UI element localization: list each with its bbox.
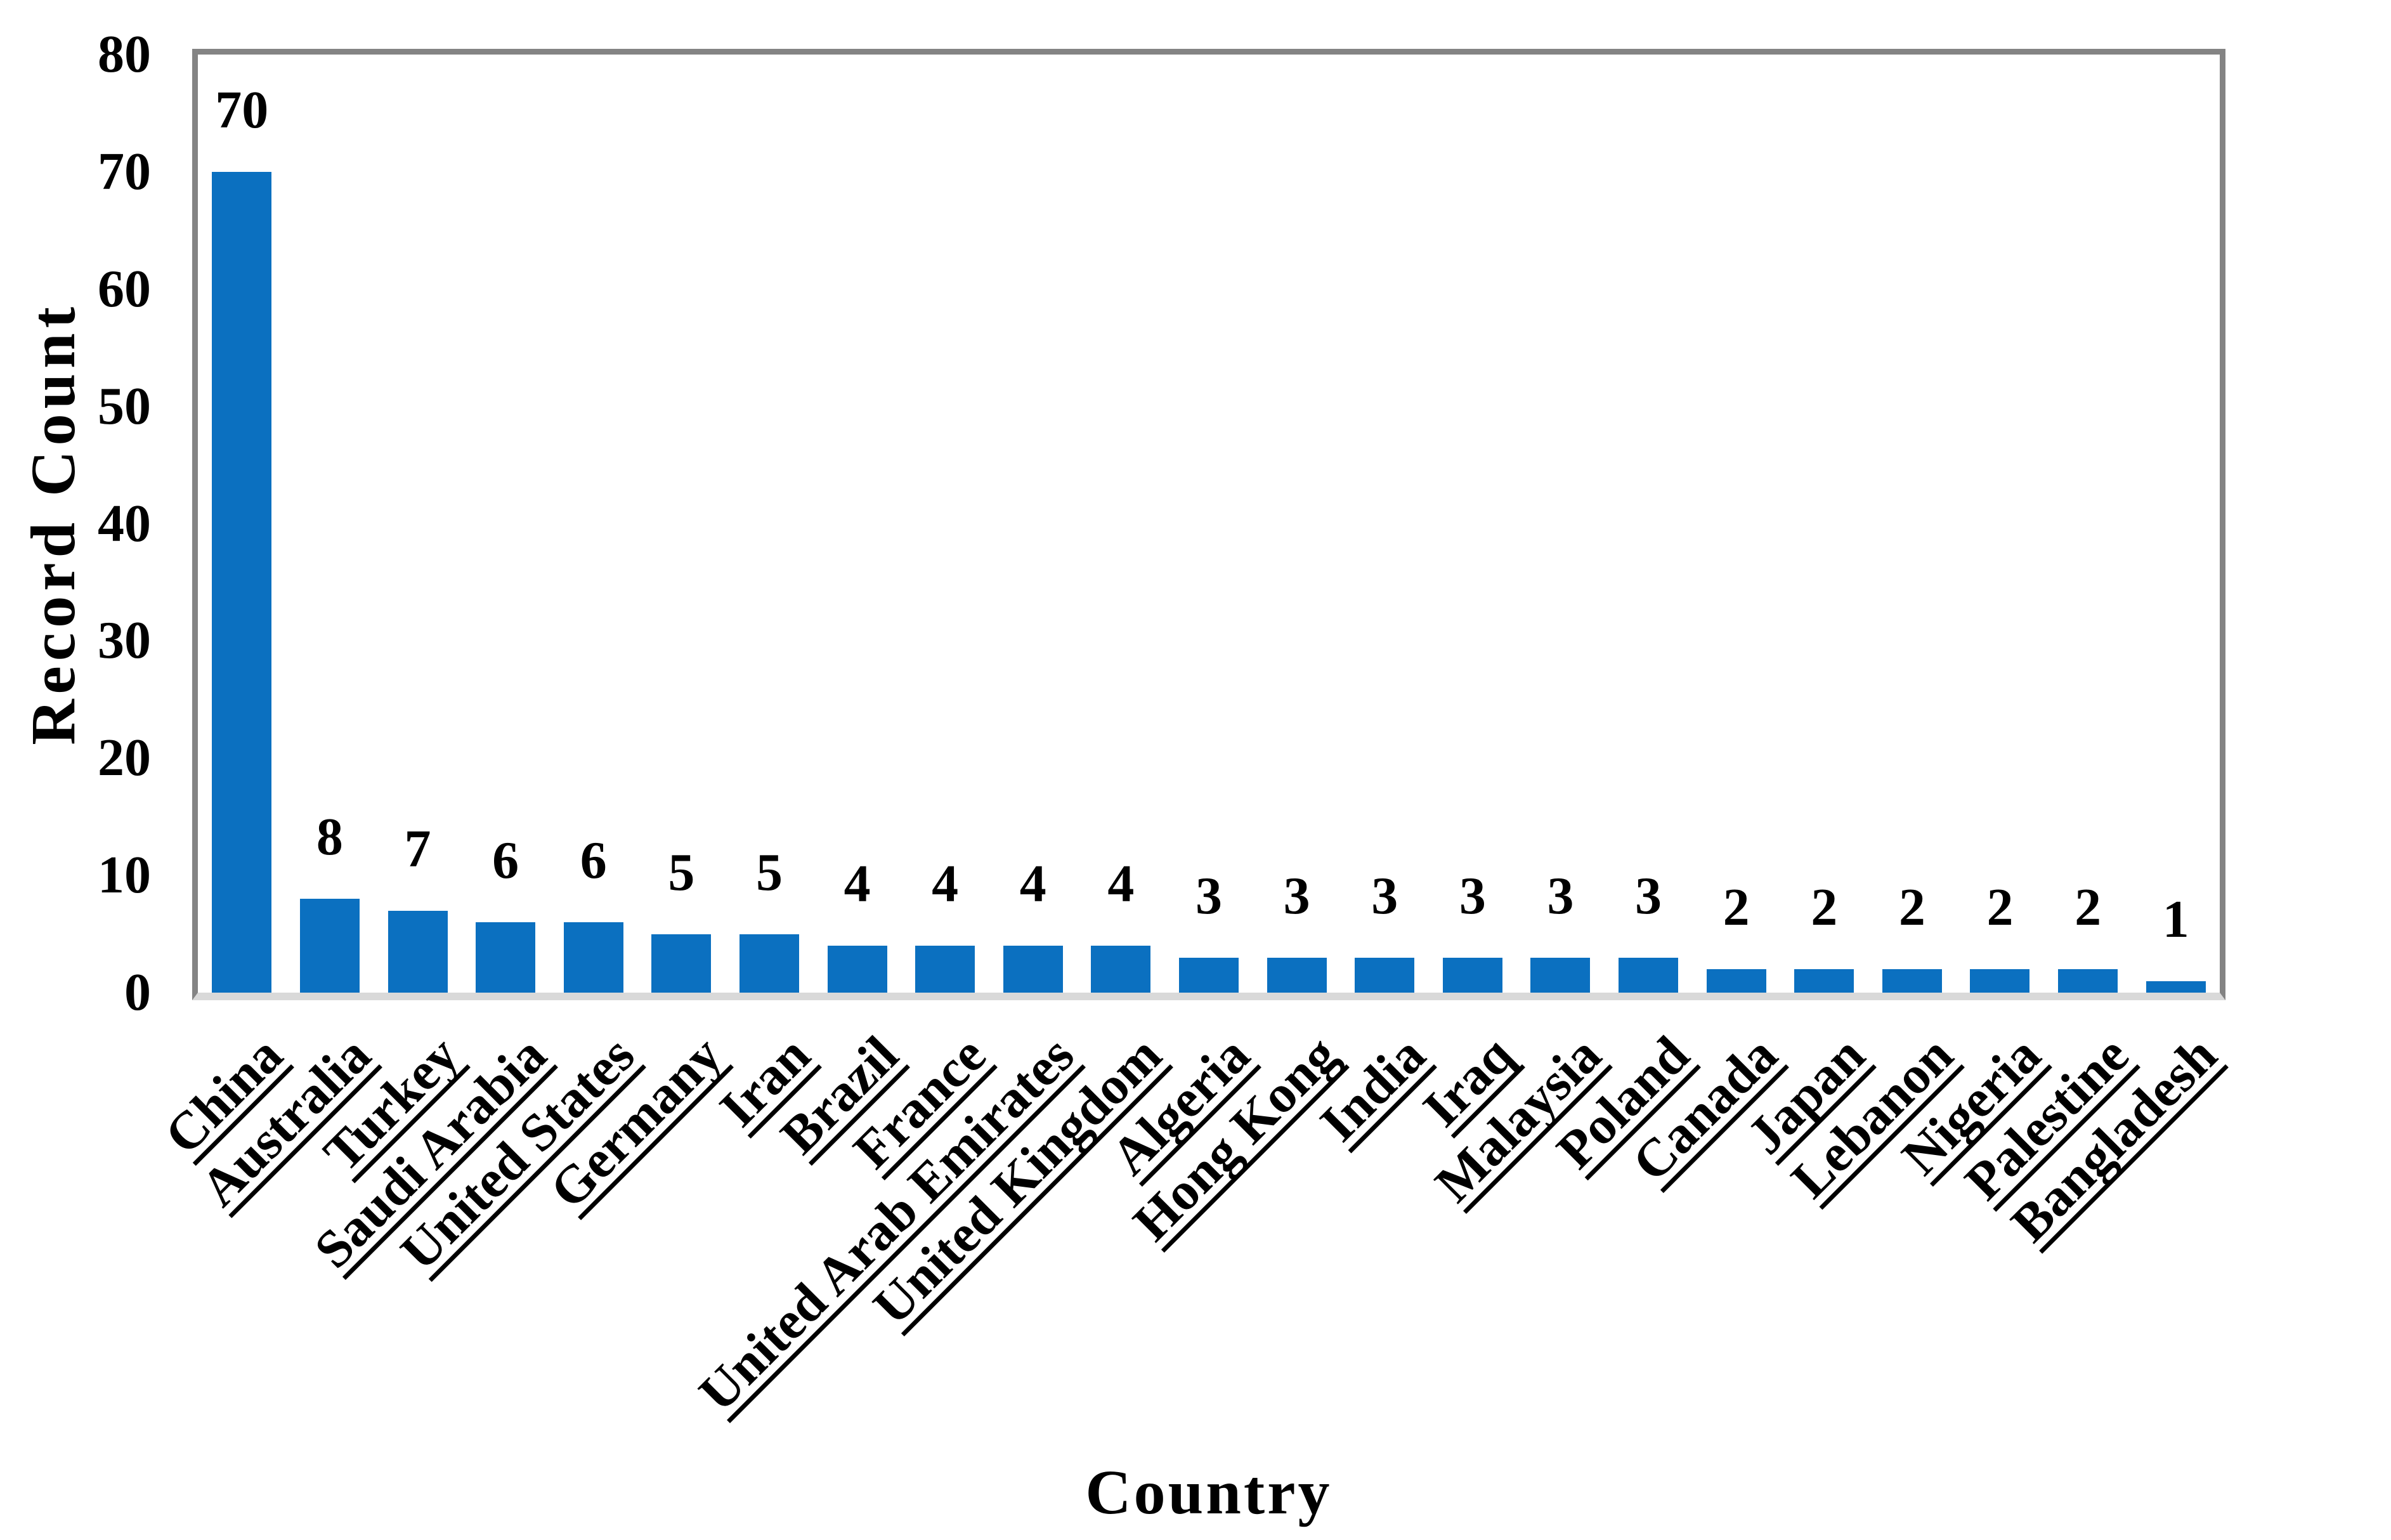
bar-hong-kong [1267,957,1327,993]
bar-slot: 3 [1429,55,1517,993]
x-axis-title: Country [192,1456,2225,1529]
bar-slot: 5 [637,55,726,993]
bar-turkey [388,910,448,993]
bar-value-label: 3 [1547,866,1574,925]
bar-value-label: 3 [1371,866,1398,925]
bar-value-label: 1 [2162,889,2189,949]
bar-slot: 3 [1341,55,1429,993]
bar-value-label: 3 [1459,866,1486,925]
bar-saudi-arabia [476,922,536,993]
bar-bangladesh [2146,981,2206,993]
bar-algeria [1179,957,1239,993]
bar-france [915,946,975,993]
bar-iraq [1442,957,1502,993]
bar-lebanon [1882,969,1942,993]
bar-slot: 5 [726,55,814,993]
bar-value-label: 4 [844,854,871,914]
bar-value-label: 2 [2075,878,2102,937]
bar-value-label: 70 [215,80,269,140]
y-tick-label: 80 [98,25,151,84]
y-tick-label: 60 [98,259,151,318]
bar-value-label: 6 [580,831,607,891]
bar-slot: 2 [1692,55,1780,993]
bar-slot: 6 [549,55,637,993]
bar-slot: 2 [1868,55,1957,993]
bar-slot: 2 [2044,55,2132,993]
bar-slot: 2 [1780,55,1868,993]
bar-canada [1706,969,1766,993]
bar-value-label: 3 [1283,866,1310,925]
bar-slot: 4 [1077,55,1165,993]
bar-palestine [2058,969,2118,993]
bar-united-kingdom [1091,946,1151,993]
bar-value-label: 7 [404,819,431,878]
bar-value-label: 2 [1986,878,2014,937]
y-tick-label: 70 [98,141,151,201]
bar-value-label: 3 [1196,866,1222,925]
bar-value-label: 4 [932,854,959,914]
bar-slot: 7 [374,55,462,993]
bar-slot: 2 [1956,55,2044,993]
bar-united-states [563,922,623,993]
bar-slot: 8 [286,55,374,993]
bar-united-arab-emirates [1003,946,1063,993]
bar-germany [651,934,712,993]
y-tick-label: 0 [124,963,151,1022]
y-tick-label: 40 [98,493,151,553]
y-tick-label: 50 [98,376,151,436]
bar-poland [1619,957,1679,993]
x-axis-title-text: Country [1085,1457,1332,1527]
bar-slot: 3 [1253,55,1341,993]
y-tick-label: 20 [98,728,151,788]
bar-india [1355,957,1415,993]
bar-brazil [827,946,887,993]
bar-value-label: 5 [755,842,783,902]
bar-value-label: 4 [1019,854,1046,914]
y-tick-label: 30 [98,611,151,670]
bar-slot: 4 [901,55,989,993]
bar-slot: 4 [989,55,1077,993]
bar-value-label: 8 [316,807,343,867]
bar-japan [1794,969,1854,993]
bar-slot: 3 [1165,55,1253,993]
bar-malaysia [1530,957,1591,993]
bar-nigeria [1970,969,2030,993]
bar-value-label: 4 [1107,854,1135,914]
bar-iran [739,934,799,993]
bar-slot: 4 [813,55,901,993]
bar-slot: 6 [462,55,550,993]
bar-value-label: 2 [1723,878,1750,937]
bar-australia [299,899,360,993]
bar-slot: 70 [198,55,286,993]
y-tick-label: 10 [98,845,151,905]
bar-value-label: 2 [1811,878,1838,937]
bar-slot: 3 [1605,55,1693,993]
bar-china [212,171,272,993]
bar-slot: 3 [1516,55,1605,993]
bar-value-label: 6 [492,831,519,891]
bar-value-label: 3 [1635,866,1662,925]
bar-slot: 1 [2132,55,2220,993]
plot-area: 70 8 7 6 6 5 5 4 4 4 4 3 3 3 3 3 3 2 2 2 2 2 1 [192,49,2225,1000]
bar-value-label: 5 [668,842,695,902]
bar-value-label: 2 [1898,878,1925,937]
